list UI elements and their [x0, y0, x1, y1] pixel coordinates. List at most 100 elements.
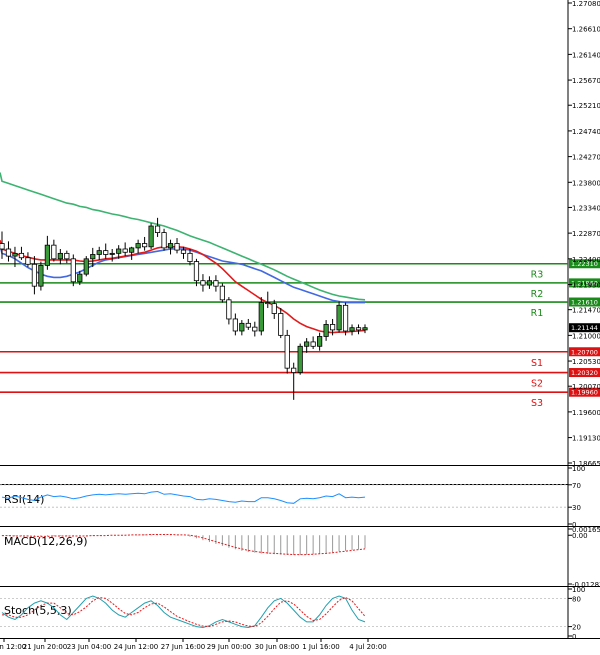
candle-bear — [103, 250, 109, 255]
candle-bear — [187, 252, 193, 262]
level-price-box — [569, 368, 600, 378]
moving-averages — [0, 172, 366, 334]
price-tick-label: 1.19130 — [572, 435, 600, 443]
level-price-box — [569, 278, 600, 288]
candle-bear — [122, 248, 128, 253]
time-tick-label: 1 Jul 16:00 — [302, 643, 340, 651]
candle-bear — [245, 322, 251, 328]
candle-bull — [83, 258, 89, 275]
price-tick-label: 1.26140 — [572, 51, 600, 59]
candle-bull — [167, 243, 174, 249]
price-tick-label: 1.22400 — [572, 256, 600, 264]
rsi-tick-label: 70 — [572, 482, 581, 490]
rsi-tick-label: 30 — [572, 504, 581, 512]
candle-bear — [226, 299, 232, 320]
level-name-s3: S3 — [531, 398, 543, 409]
price-tick-label: 1.24270 — [572, 154, 600, 162]
price-tick-label: 1.20070 — [572, 383, 600, 391]
level-price-label: 1.20320 — [571, 369, 598, 377]
candle-bear — [355, 327, 362, 331]
macd-tick-label: 0.00165 — [572, 526, 600, 534]
candle-bear — [271, 303, 277, 314]
candle-bear — [265, 302, 271, 305]
candle-bull — [362, 327, 368, 331]
rsi-panel: RSI(14) 100 70 30 0 — [0, 465, 585, 529]
candle-bull — [96, 250, 102, 255]
candle-bull — [116, 248, 122, 254]
candle-bear — [291, 367, 297, 373]
level-name-r1: R1 — [531, 308, 544, 319]
level-price-label: 1.21960 — [571, 279, 598, 287]
candle-bull — [297, 345, 303, 373]
price-tick-label: 1.19600 — [572, 409, 600, 417]
price-tick-label: 1.20530 — [572, 358, 600, 366]
candle-bear — [142, 243, 148, 248]
price-tick-label: 1.18665 — [572, 460, 600, 468]
level-price-label: 1.21610 — [571, 299, 598, 307]
candle-bear — [0, 243, 5, 250]
candle-bull — [77, 273, 83, 283]
candle-bull — [336, 304, 342, 331]
stoch-tick-label: 20 — [572, 624, 581, 632]
candle-bear — [5, 248, 12, 257]
candlesticks — [0, 217, 368, 400]
level-price-box — [569, 347, 600, 357]
time-tick-label: 4 Jul 20:00 — [349, 643, 387, 651]
candle-bull — [206, 280, 213, 286]
price-tick-label: 1.25210 — [572, 102, 600, 110]
ma-line-blue — [0, 244, 365, 304]
macd-signal-line — [2, 534, 366, 556]
ma-line-red — [0, 240, 366, 334]
candle-bear — [180, 249, 187, 254]
candle-bull — [12, 252, 18, 257]
price-tick-label: 1.21930 — [572, 282, 600, 290]
candle-bull — [258, 302, 264, 332]
price-tick-label: 1.24740 — [572, 128, 600, 136]
candle-bull — [239, 322, 245, 332]
price-tick-label: 1.21470 — [572, 307, 600, 315]
candle-bull — [304, 341, 310, 347]
price-tick-label: 1.27080 — [572, 0, 600, 8]
level-name-r2: R2 — [531, 289, 544, 300]
candle-bear — [154, 225, 161, 233]
candle-bear — [213, 280, 219, 287]
time-tick-label: 18 Jun 12:00 — [0, 643, 26, 651]
candle-bear — [174, 243, 180, 251]
stoch-tick-label: 80 — [572, 595, 581, 603]
candle-bear — [31, 263, 38, 287]
candle-bear — [25, 257, 31, 265]
level-price-label: 1.22310 — [571, 260, 598, 268]
rsi-tick-label: 100 — [572, 465, 585, 473]
candle-bear — [342, 304, 349, 332]
candle-bull — [90, 254, 96, 260]
time-tick-label: 27 Jun 16:00 — [161, 643, 205, 651]
time-tick-label: 23 Jun 04:00 — [67, 643, 111, 651]
candle-bull — [317, 336, 323, 347]
candle-bear — [18, 252, 25, 259]
stoch-d-line — [2, 596, 366, 628]
time-tick-label: 30 Jun 08:00 — [255, 643, 299, 651]
candle-bull — [349, 327, 355, 332]
stoch-tick-label: 100 — [572, 586, 585, 594]
level-price-label: 1.19960 — [571, 389, 598, 397]
price-tick-label: 1.22870 — [572, 230, 600, 238]
stoch-k-line — [1, 595, 366, 629]
macd-label: MACD(12,26,9) — [4, 535, 88, 548]
candle-bull — [38, 264, 44, 287]
candle-bear — [232, 318, 238, 332]
candle-bear — [219, 285, 225, 301]
candle-bull — [323, 324, 329, 337]
price-tick-label: 1.26610 — [572, 26, 600, 34]
level-price-label: 1.20700 — [571, 348, 598, 356]
price-tick-label: 1.23340 — [572, 204, 600, 212]
level-price-box — [569, 387, 600, 397]
candle-bear — [329, 324, 336, 331]
ma-line-green — [0, 172, 366, 301]
macd-tick-label: 0.00 — [572, 532, 588, 540]
candle-bear — [161, 232, 167, 249]
current-price-box — [569, 323, 600, 333]
stoch-label: Stoch(5,5,3) — [4, 604, 72, 617]
